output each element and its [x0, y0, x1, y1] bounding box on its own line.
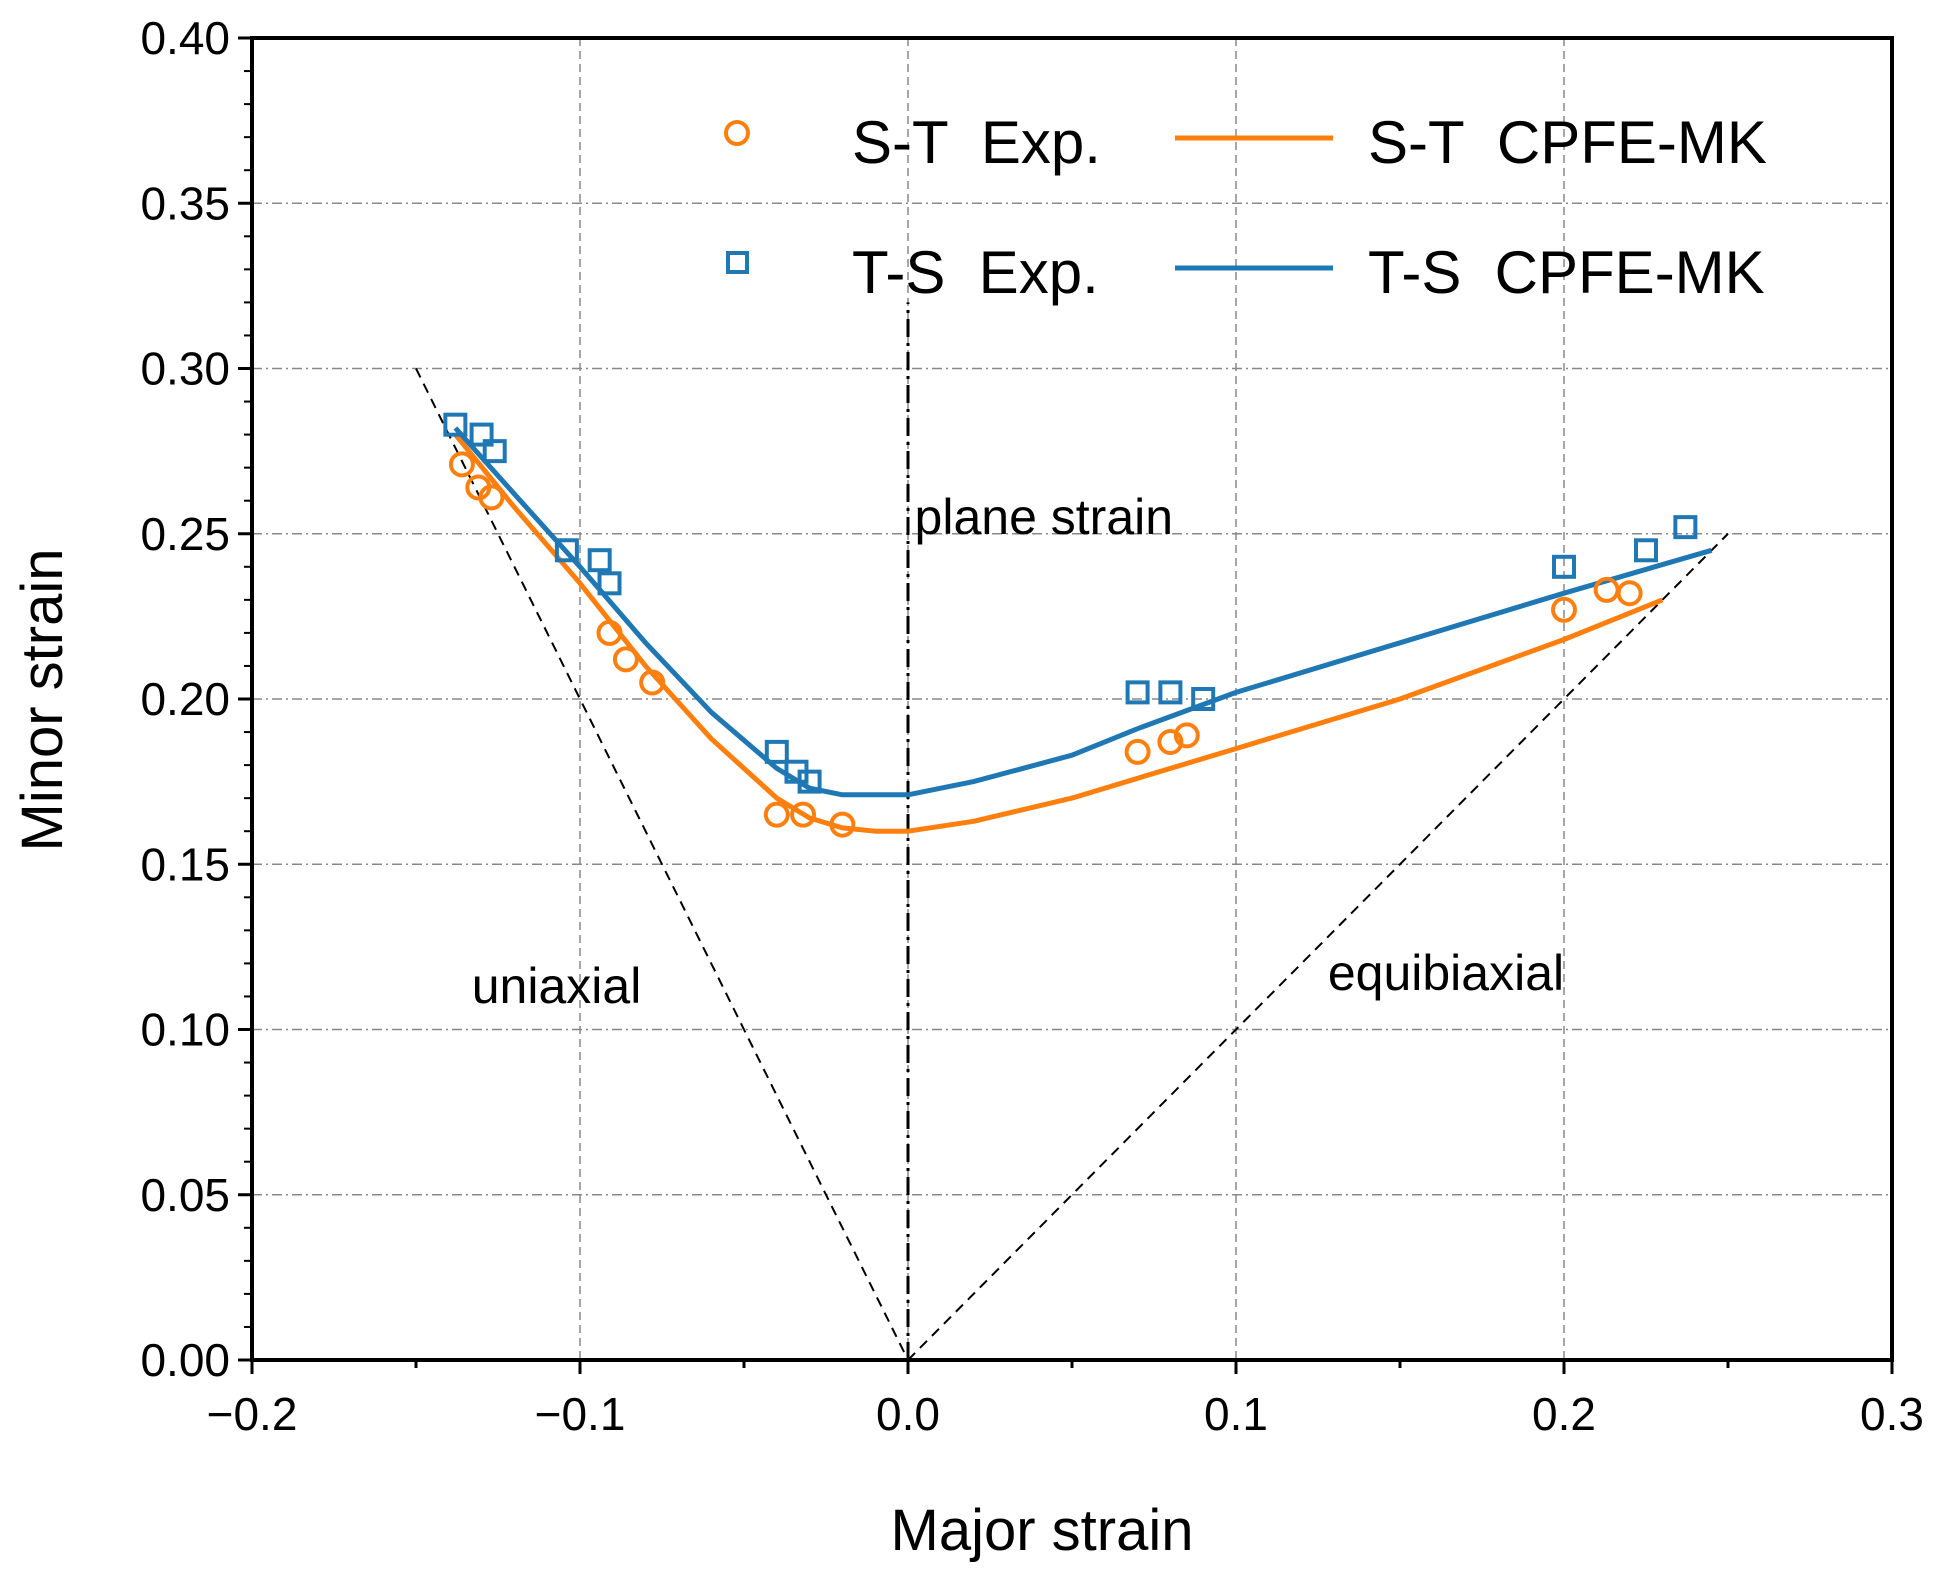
y-tick-label: 0.05: [140, 1169, 230, 1221]
point-S-T-Exp.: [790, 801, 817, 828]
point-T-S-Exp.: [587, 548, 612, 573]
point-T-S-Exp.: [1673, 515, 1698, 540]
x-axis-label: Major strain: [891, 1498, 1194, 1563]
point-S-T-Exp.: [1616, 580, 1643, 607]
x-tick-label: −0.1: [535, 1388, 626, 1440]
x-tick-label: −0.2: [207, 1388, 298, 1440]
x-tick-label: 0.0: [876, 1388, 940, 1440]
legend-label: T-S Exp.: [852, 239, 1099, 306]
reference-line-equibiaxial: [907, 533, 1729, 1361]
x-tick-label: 0.3: [1860, 1388, 1924, 1440]
line-S-T-CPFE-MK: [453, 433, 1664, 834]
axis-ticks: −0.2 −0.1 0.0 0.1 0.2 0.3 0.00 0.05 0.10 0.15 0.20…: [140, 12, 1924, 1440]
line-T-S-CPFE-MK: [453, 426, 1713, 798]
series-lines: [453, 426, 1713, 834]
point-T-S-Exp.: [469, 422, 494, 447]
point-S-T-Exp.: [596, 619, 623, 646]
y-tick-label: 0.30: [140, 343, 230, 395]
point-S-T-Exp.: [612, 646, 639, 673]
point-T-S-Exp.: [1158, 680, 1183, 705]
point-T-S-Exp.: [482, 439, 507, 464]
y-tick-label: 0.15: [140, 838, 230, 890]
legend-label: S-T Exp.: [852, 109, 1101, 176]
legend: S-T Exp. T-S Exp. S-T CPFE-MK T-S CPFE-MK: [724, 109, 1767, 306]
annotation-equibiaxial: equibiaxial: [1328, 945, 1564, 1001]
y-tick-label: 0.00: [140, 1334, 230, 1386]
annotation-uniaxial: uniaxial: [472, 958, 642, 1014]
point-T-S-Exp.: [443, 412, 468, 437]
x-tick-label: 0.1: [1204, 1388, 1268, 1440]
point-T-S-Exp.: [797, 769, 822, 794]
legend-marker-circle: [724, 120, 750, 146]
point-S-T-Exp.: [639, 669, 666, 696]
y-tick-label: 0.20: [140, 673, 230, 725]
point-S-T-Exp.: [1173, 722, 1200, 749]
point-T-S-Exp.: [1191, 687, 1216, 711]
point-S-T-Exp.: [478, 484, 505, 511]
legend-marker-square: [726, 251, 749, 274]
y-tick-label: 0.10: [140, 1004, 230, 1056]
grid: [252, 38, 1892, 1360]
point-S-T-Exp.: [1124, 738, 1151, 765]
point-S-T-Exp.: [448, 451, 475, 478]
y-tick-label: 0.35: [140, 177, 230, 229]
point-S-T-Exp.: [1157, 728, 1184, 755]
annotations: plane strain uniaxial equibiaxial: [472, 489, 1564, 1014]
point-T-S-Exp.: [1552, 554, 1576, 579]
point-T-S-Exp.: [554, 538, 579, 563]
series-markers: [443, 412, 1698, 838]
reference-lines: [415, 302, 1729, 1361]
point-T-S-Exp.: [1125, 680, 1150, 705]
y-tick-label: 0.40: [140, 12, 230, 64]
point-S-T-Exp.: [763, 801, 790, 828]
y-tick-label: 0.25: [140, 508, 230, 560]
point-T-S-Exp.: [597, 571, 622, 596]
legend-label: T-S CPFE-MK: [1368, 239, 1765, 306]
point-T-S-Exp.: [1634, 538, 1658, 563]
annotation-plane-strain: plane strain: [915, 489, 1174, 545]
point-S-T-Exp.: [829, 811, 856, 838]
y-axis-label: Minor strain: [10, 549, 75, 852]
point-S-T-Exp.: [1551, 596, 1577, 623]
x-tick-label: 0.2: [1532, 1388, 1596, 1440]
point-T-S-Exp.: [764, 739, 789, 764]
reference-line-uniaxial: [415, 368, 909, 1361]
legend-label: S-T CPFE-MK: [1368, 109, 1767, 176]
